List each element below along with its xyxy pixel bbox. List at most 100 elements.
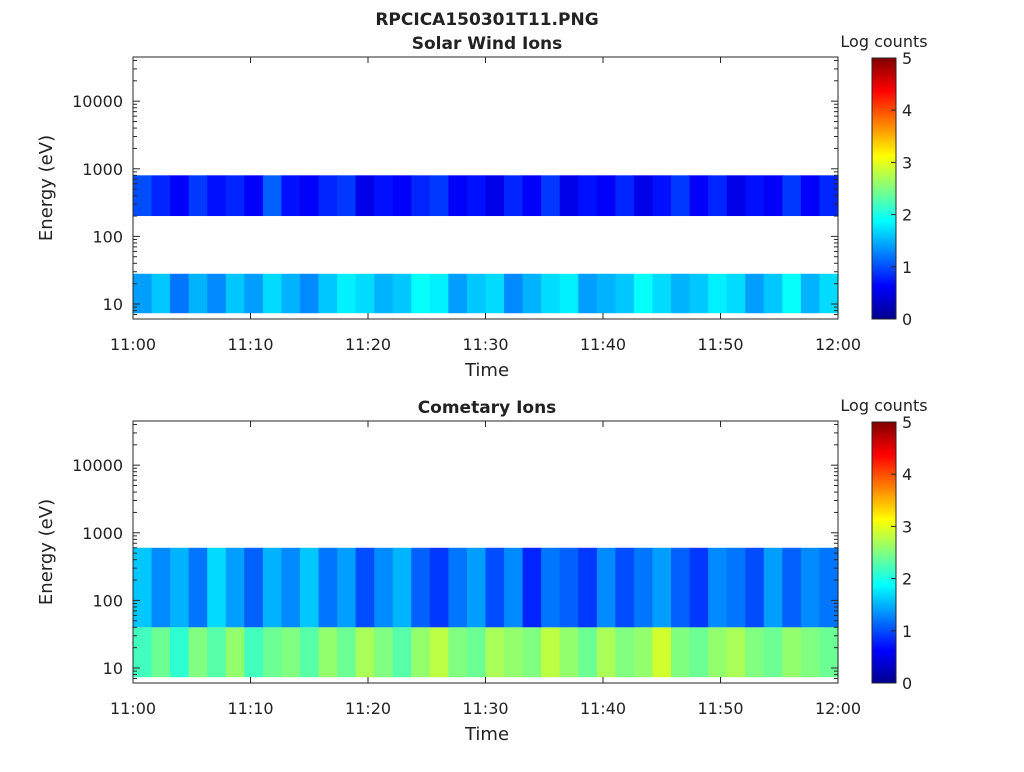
colorbar-cometary [871, 421, 897, 684]
colorbar-label-cometary: Log counts [840, 396, 927, 415]
heatmap-cell [355, 547, 375, 628]
heatmap-cell [633, 175, 654, 217]
heatmap-cell [708, 547, 728, 628]
colorbar-tick-label: 2 [902, 570, 912, 589]
heatmap-cell [318, 273, 338, 314]
heatmap-cell [188, 547, 208, 628]
heatmap-cell [133, 547, 153, 628]
heatmap-cell [151, 273, 171, 314]
heatmap-cell [337, 273, 357, 314]
heatmap-cell [596, 273, 616, 314]
heatmap-cell [745, 175, 765, 217]
y-axis-label-solar-wind: Energy (eV) [36, 135, 57, 241]
heatmap-cell [578, 175, 598, 217]
heatmap-cell [262, 175, 283, 217]
heatmap-cell [262, 273, 283, 314]
heatmap-cell [207, 273, 227, 314]
plot-frame-cometary [132, 420, 839, 684]
heatmap-cell [244, 547, 264, 628]
heatmap-cell [578, 273, 598, 314]
heatmap-cell [541, 627, 561, 678]
x-tick-label: 11:50 [697, 335, 743, 354]
heatmap-cell [522, 627, 542, 678]
heatmap-cell [596, 175, 616, 217]
heatmap-cell [133, 175, 153, 217]
heatmap-cell [800, 273, 821, 314]
heatmap-cell [244, 273, 264, 314]
heatmap-cell [745, 547, 765, 628]
heatmap-cell [615, 627, 635, 678]
heatmap-cell [318, 627, 338, 678]
panel-title-solar-wind: Solar Wind Ions [412, 34, 563, 54]
heatmap-cell [726, 175, 746, 217]
x-tick-label: 11:00 [110, 335, 156, 354]
colorbar-label-solar-wind: Log counts [840, 32, 927, 51]
colorbar-tick-label: 0 [902, 310, 912, 329]
colorbar-tick-label: 0 [902, 674, 912, 693]
y-tick-label: 100 [92, 591, 123, 610]
x-tick-label: 11:30 [462, 699, 508, 718]
colorbar-tick-label: 3 [902, 517, 912, 536]
colorbar-ticks-cometary: 0 1 2 3 4 5 [891, 413, 912, 693]
heatmap-cell [596, 627, 616, 678]
heatmap-cell [188, 627, 208, 678]
heatmap-cell [708, 175, 728, 217]
heatmap-cell [782, 273, 802, 314]
heatmap-cell [708, 627, 728, 678]
heatmap-cell [819, 273, 839, 314]
heatmap-cell [448, 273, 468, 314]
heatmap-cell [170, 273, 190, 314]
heatmap-cell [281, 627, 301, 678]
heatmap-cell [763, 547, 783, 628]
heatmap-cell [337, 627, 357, 678]
panel-title-cometary: Cometary Ions [418, 398, 557, 418]
heatmap-cell [207, 547, 227, 628]
heatmap-cell [448, 547, 468, 628]
heatmap-cell [318, 547, 338, 628]
heatmap-cell [578, 547, 598, 628]
heatmap-cell [745, 627, 765, 678]
plot-frame-solar-wind [132, 56, 839, 320]
x-tick-label: 11:00 [110, 699, 156, 718]
heatmap-cell [652, 547, 672, 628]
heatmap-cell [633, 273, 654, 314]
heatmap-cell [819, 175, 839, 217]
heatmap-cell [615, 547, 635, 628]
heatmap-cell [559, 547, 579, 628]
heatmap-cell [374, 273, 394, 314]
heatmap-cell [411, 175, 431, 217]
heatmap-cell [355, 273, 375, 314]
heatmap-cell [225, 627, 245, 678]
heatmap-cell [133, 273, 153, 314]
heatmap-cell [485, 547, 505, 628]
heatmap-cells-cometary [133, 547, 839, 678]
heatmap-cell [708, 273, 728, 314]
heatmap-cell [504, 273, 524, 314]
heatmap-cell [337, 547, 357, 628]
heatmap-cell [244, 627, 264, 678]
heatmap-cell [392, 273, 412, 314]
colorbar-tick-label: 3 [902, 153, 912, 172]
colorbar-tick-label: 2 [902, 206, 912, 225]
colorbar-tick-label: 5 [902, 413, 912, 432]
heatmap-cell [504, 627, 524, 678]
heatmap-cell [671, 273, 691, 314]
heatmap-cell [151, 175, 171, 217]
heatmap-cell [522, 175, 542, 217]
heatmap-cell [615, 273, 635, 314]
heatmap-cell [392, 175, 412, 217]
heatmap-cell [151, 547, 171, 628]
heatmap-cell [559, 273, 579, 314]
heatmap-cell [170, 627, 190, 678]
x-tick-label: 12:00 [815, 699, 861, 718]
heatmap-cell [244, 175, 264, 217]
heatmap-cell [299, 273, 320, 314]
heatmap-cell [504, 547, 524, 628]
colorbar-solar-wind [871, 57, 897, 320]
heatmap-cell [133, 627, 153, 678]
y-tick-label: 10000 [72, 92, 123, 111]
heatmap-cell [411, 273, 431, 314]
heatmap-cell [281, 175, 301, 217]
heatmap-cell [671, 627, 691, 678]
heatmap-cell [374, 547, 394, 628]
